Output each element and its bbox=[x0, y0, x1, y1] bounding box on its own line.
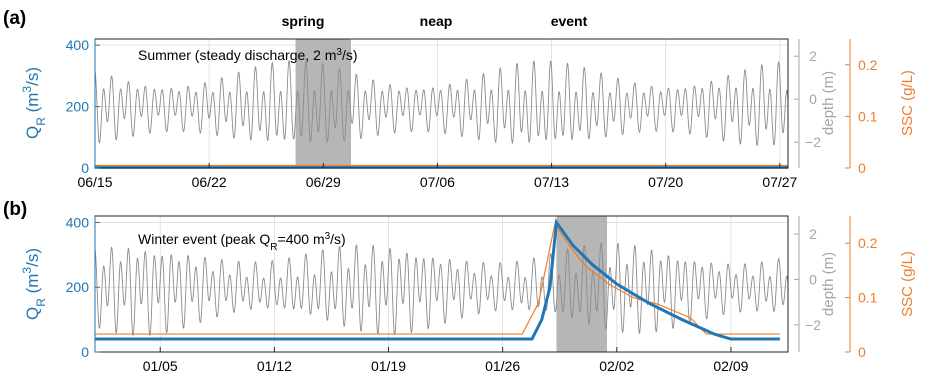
x-tick-label: 01/12 bbox=[257, 358, 292, 374]
panel-a: (a) spring neap event 06/15 06/22 06/29 07/… bbox=[3, 8, 916, 190]
panel-a-ssc-axis-label: SSC (g/L) bbox=[899, 70, 916, 136]
panel-b-annotation: Winter event (peak QR=400 m3/s) bbox=[138, 231, 346, 253]
ssc-axis-tick-label: 0 bbox=[858, 344, 866, 360]
depth-axis-tick-label: 2 bbox=[809, 48, 817, 64]
panel-a-ssc-axis: 0 0.1 0.2 bbox=[845, 39, 878, 176]
panel-a-left-axis-label: QR (m3/s) bbox=[20, 67, 48, 139]
panel-b-depth-axis: −2 0 2 bbox=[794, 216, 821, 352]
left-axis-tick-label: 200 bbox=[66, 279, 90, 295]
depth-axis-tick-label: 2 bbox=[809, 226, 817, 242]
panel-b: (b) 01/05 01/12 01/19 01/26 02/02 02/09 02004… bbox=[3, 199, 916, 374]
panel-b-depth-axis-label: depth (m) bbox=[820, 252, 837, 316]
depth-axis-tick-label: 0 bbox=[809, 271, 817, 287]
panel-a-depth-axis: −2 0 2 bbox=[794, 39, 821, 168]
depth-axis-tick-label: −2 bbox=[805, 134, 821, 150]
x-tick-label: 01/19 bbox=[371, 358, 406, 374]
left-axis-tick-label: 0 bbox=[81, 344, 89, 360]
ssc-axis-tick-label: 0.2 bbox=[858, 57, 878, 73]
panel-b-discharge-series bbox=[95, 218, 780, 341]
left-axis-tick-label: 200 bbox=[66, 99, 90, 115]
x-tick-label: 06/29 bbox=[306, 174, 341, 190]
left-axis-tick-label: 0 bbox=[81, 160, 89, 176]
panel-a-left-axis: 0 200 400 bbox=[66, 37, 100, 176]
x-tick-label: 06/22 bbox=[192, 174, 227, 190]
x-tick-label: 06/15 bbox=[77, 174, 112, 190]
left-axis-tick-label: 400 bbox=[66, 37, 90, 53]
x-tick-label: 07/13 bbox=[534, 174, 569, 190]
ssc-axis-tick-label: 0.1 bbox=[858, 108, 878, 124]
panel-b-ssc-axis-label: SSC (g/L) bbox=[899, 251, 916, 317]
marker-neap: neap bbox=[420, 13, 453, 29]
panel-b-ssc-series bbox=[95, 222, 780, 335]
ssc-axis-tick-label: 0.2 bbox=[858, 235, 878, 251]
left-axis-tick-label: 400 bbox=[66, 214, 90, 230]
panel-b-left-axis-label: QR (m3/s) bbox=[20, 248, 48, 320]
x-tick-label: 07/27 bbox=[762, 174, 797, 190]
marker-event: event bbox=[551, 13, 588, 29]
panel-a-label: (a) bbox=[3, 8, 26, 29]
panel-a-depth-series bbox=[94, 60, 789, 147]
panel-b-ssc-axis: 0 0.1 0.2 bbox=[845, 216, 878, 360]
x-tick-label: 02/02 bbox=[599, 358, 634, 374]
depth-axis-tick-label: −2 bbox=[805, 317, 821, 333]
depth-axis-tick-label: 0 bbox=[809, 91, 817, 107]
x-tick-label: 01/26 bbox=[485, 358, 520, 374]
panel-a-x-axis: 06/15 06/22 06/29 07/06 07/13 07/20 07/27 bbox=[77, 163, 798, 190]
x-tick-label: 02/09 bbox=[713, 358, 748, 374]
panel-a-annotation: Summer (steady discharge, 2 m3/s) bbox=[138, 47, 358, 64]
ssc-axis-tick-label: 0 bbox=[858, 160, 866, 176]
panel-b-left-axis: 0 200 400 bbox=[66, 214, 100, 360]
panel-b-x-axis: 01/05 01/12 01/19 01/26 02/02 02/09 bbox=[143, 347, 749, 374]
panel-a-depth-axis-label: depth (m) bbox=[820, 71, 837, 135]
x-tick-label: 07/06 bbox=[420, 174, 455, 190]
panel-b-depth-series bbox=[94, 242, 789, 336]
marker-spring: spring bbox=[282, 13, 325, 29]
x-tick-label: 01/05 bbox=[143, 358, 178, 374]
x-tick-label: 07/20 bbox=[648, 174, 683, 190]
ssc-axis-tick-label: 0.1 bbox=[858, 290, 878, 306]
panel-b-label: (b) bbox=[3, 199, 27, 220]
